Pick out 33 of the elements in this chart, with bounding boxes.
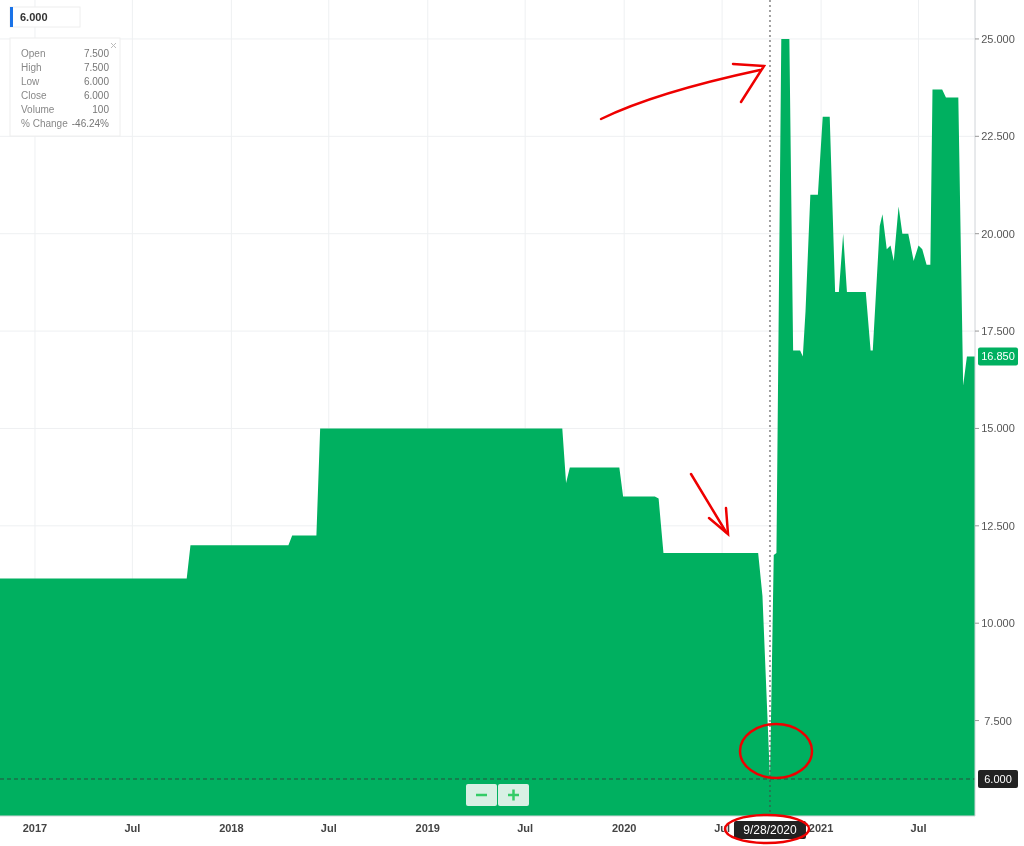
annotation: 7.500	[83, 48, 110, 59]
annotation: 6.000	[20, 11, 48, 23]
y-tick-label: 25.000	[981, 32, 1015, 45]
x-tick-label: Jul	[517, 822, 534, 834]
ref-line-label: 9/28/2020	[743, 823, 798, 837]
x-tick-label: 2021	[808, 822, 834, 834]
x-tick-label: 2018	[219, 822, 244, 834]
annotation: 16.850	[981, 350, 1015, 363]
x-tick-label: Jul	[320, 822, 337, 834]
y-tick-label: 22.500	[981, 130, 1015, 143]
annotation: 7.500	[83, 62, 110, 73]
annotation: -46.24%	[71, 118, 110, 129]
annotation: 6.000	[83, 90, 110, 101]
annotation: Volume	[21, 104, 55, 115]
annotation: Low	[21, 76, 41, 87]
annotation: Open	[21, 48, 46, 59]
y-tick-label: 12.500	[981, 519, 1015, 532]
annotation: 100	[92, 104, 110, 115]
annotation: % Change	[21, 118, 69, 129]
x-tick-label: Jul	[910, 822, 927, 834]
x-tick-label: Jul	[124, 822, 141, 834]
x-tick-label: 2017	[22, 822, 48, 834]
y-tick-label: 7.500	[984, 714, 1012, 727]
x-tick-label: 2019	[415, 822, 441, 834]
ref-line-label: 6.000	[984, 773, 1012, 785]
annotation: 6.000	[83, 76, 110, 87]
y-tick-label: 20.000	[981, 227, 1015, 240]
annotation: High	[21, 62, 42, 73]
y-tick-label: 17.500	[981, 325, 1015, 338]
y-tick-label: 10.000	[981, 617, 1015, 630]
x-tick-label: 2020	[611, 822, 637, 834]
annotation: Close	[21, 90, 47, 101]
y-tick-label: 15.000	[981, 422, 1015, 435]
